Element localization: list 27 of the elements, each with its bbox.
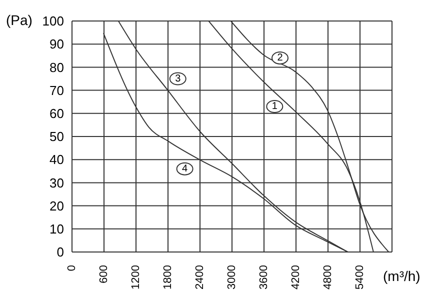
y-tick-label: 70	[50, 82, 64, 98]
y-tick-label: 30	[50, 175, 64, 190]
annotation: 4	[182, 163, 188, 174]
x-tick-label: 600	[98, 265, 110, 284]
annotation: 2	[277, 52, 284, 64]
x-tick-label: 5400	[354, 265, 366, 290]
y-tick-label: 100	[42, 14, 64, 29]
x-tick-label: 3000	[226, 265, 238, 290]
annotation: 1	[272, 100, 278, 112]
x-tick-label: 3600	[258, 265, 270, 290]
x-tick-label: 1200	[130, 265, 142, 290]
annotation: 3	[175, 73, 182, 84]
y-tick-label: 40	[50, 152, 64, 168]
x-tick-label: 1800	[162, 265, 174, 290]
x-axis-title: (m³/h)	[383, 268, 420, 284]
x-tick-label: 4800	[322, 265, 334, 290]
y-axis-title: (Pa)	[6, 12, 32, 28]
y-tick-label: 60	[50, 106, 64, 122]
x-tick-label: 2400	[194, 265, 206, 290]
y-tick-label: 20	[50, 198, 64, 214]
x-tick-label: 0	[66, 265, 78, 272]
y-tick-label: 50	[50, 129, 64, 144]
y-tick-label: 90	[50, 36, 64, 52]
y-tick-label: 0	[56, 244, 64, 260]
y-tick-label: 10	[50, 222, 64, 237]
y-tick-label: 80	[50, 60, 64, 75]
x-tick-label: 4200	[290, 265, 302, 290]
